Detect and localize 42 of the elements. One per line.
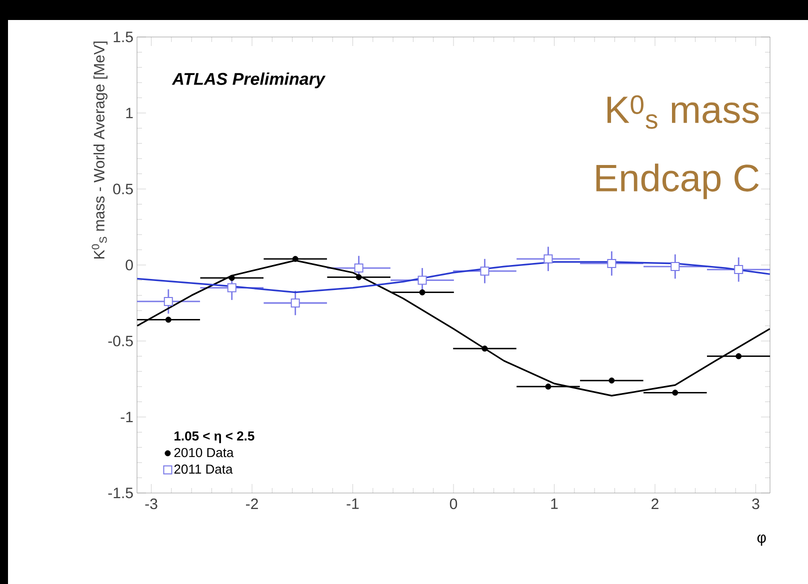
x-tick-label: -1 <box>346 498 359 509</box>
point <box>608 378 615 384</box>
point <box>419 289 426 296</box>
x-axis-title: φ <box>757 534 766 546</box>
point <box>736 353 742 360</box>
y-tick-label: 0.5 <box>113 184 133 194</box>
point <box>290 298 300 308</box>
point <box>607 258 616 268</box>
annotation: K$^{0}$$_{s}$ mass <box>607 95 759 129</box>
x-tick-label: 3 <box>752 498 760 510</box>
legend-label: 2010 Data <box>174 448 234 458</box>
point <box>354 264 364 273</box>
x-tick-label: 2 <box>652 498 658 510</box>
y-tick-label: 1 <box>126 108 133 118</box>
point <box>228 274 235 281</box>
y-tick-label: 0 <box>126 260 133 270</box>
point <box>227 283 236 292</box>
point <box>165 316 172 323</box>
point <box>480 266 490 276</box>
point <box>670 262 680 272</box>
point <box>164 296 173 306</box>
y-tick-label: 1.5 <box>114 32 133 42</box>
point <box>356 274 362 280</box>
point <box>734 265 744 274</box>
point <box>292 256 298 262</box>
point <box>418 276 427 285</box>
y-tick-label: -1.5 <box>108 488 133 498</box>
y-tick-label: -1 <box>120 412 133 422</box>
x-tick-label: -3 <box>145 498 158 510</box>
legend-label: 2011 Data <box>174 464 233 474</box>
point <box>672 390 678 396</box>
point <box>544 254 553 264</box>
point <box>482 346 488 352</box>
x-tick-label: 1 <box>551 498 558 509</box>
legend-title: 1.05 < η < 2.5 <box>174 431 254 444</box>
x-tick-label: 0 <box>450 498 458 510</box>
x-tick-label: -2 <box>246 498 258 510</box>
annotation: Endcap C <box>596 164 759 200</box>
annotation: ATLAS Preliminary <box>172 72 326 88</box>
point <box>545 384 552 390</box>
y-tick-label: -0.5 <box>108 336 133 346</box>
y-axis-title: K$^{0}$$_{S}$ mass - World Average [MeV] <box>92 42 108 258</box>
